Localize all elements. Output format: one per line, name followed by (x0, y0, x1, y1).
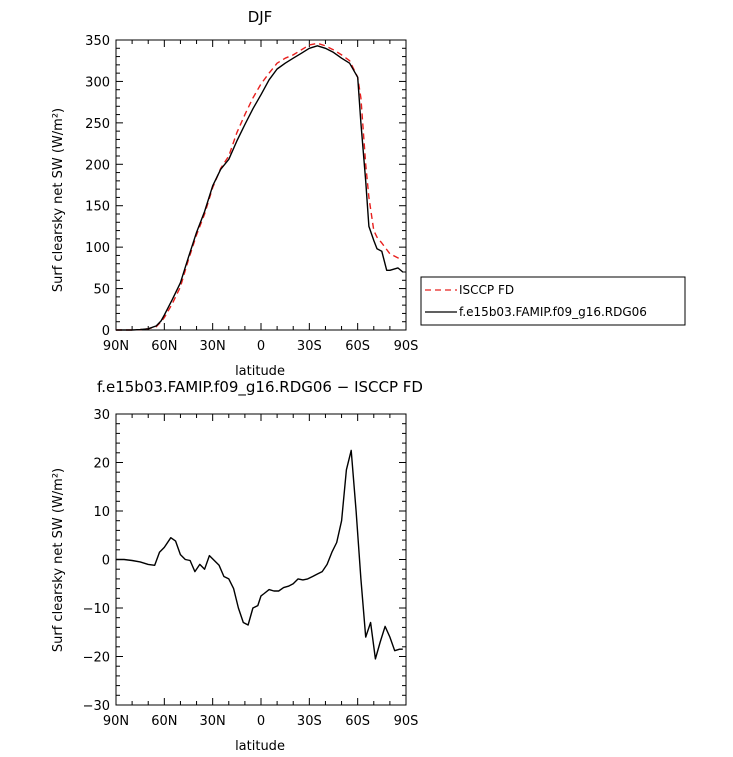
x-tick-label: 90N (103, 339, 129, 354)
legend-frame (420, 276, 686, 326)
top-x-axis-label: latitude (235, 364, 285, 379)
y-tick-label: 10 (93, 505, 110, 520)
top-title: DJF (248, 8, 273, 26)
x-tick-label: 30S (297, 339, 322, 354)
y-tick-label: −20 (83, 651, 110, 666)
top-series (116, 42, 404, 331)
x-tick-label: 30S (297, 714, 322, 729)
y-tick-label: 200 (85, 158, 110, 173)
y-tick-label: 50 (93, 283, 110, 298)
x-tick-label: 90S (394, 714, 419, 729)
y-tick-label: 0 (102, 324, 110, 339)
x-tick-label: 30N (200, 339, 226, 354)
bottom-title: f.e15b03.FAMIP.f09_g16.RDG06 − ISCCP FD (97, 378, 423, 397)
x-tick-label: 90N (103, 714, 129, 729)
x-tick-label: 30N (200, 714, 226, 729)
y-tick-label: 150 (85, 200, 110, 215)
bottom-series (116, 449, 403, 660)
x-tick-label: 60N (151, 339, 177, 354)
y-tick-label: 250 (85, 117, 110, 132)
series-line-isccp-fd (116, 42, 403, 331)
series-line-difference (116, 449, 403, 660)
x-tick-label: 0 (257, 339, 265, 354)
bottom-panel: f.e15b03.FAMIP.f09_g16.RDG06 − ISCCP FD … (51, 378, 423, 754)
top-plot-frame (115, 39, 407, 331)
top-y-axis-label: Surf clearsky net SW (W/m²) (51, 108, 66, 292)
y-tick-label: 0 (102, 554, 110, 569)
legend: ISCCP FD f.e15b03.FAMIP.f09_g16.RDG06 (420, 276, 686, 326)
top-ticks: 90N 60N 30N 0 30S 60S 90S 0 50 100 150 200 250 300 350 (85, 34, 418, 354)
y-tick-label: 100 (85, 241, 110, 256)
x-tick-label: 60N (151, 714, 177, 729)
x-tick-label: 0 (257, 714, 265, 729)
top-panel: DJF 90N 60N 30N 0 30S 60S 90S 0 50 100 150 200 250 30… (51, 8, 418, 379)
bottom-plot-frame (115, 413, 407, 706)
y-tick-label: 30 (93, 408, 110, 423)
y-tick-label: 350 (85, 34, 110, 49)
y-tick-label: −10 (83, 602, 110, 617)
bottom-ticks: 90N 60N 30N 0 30S 60S 90S −30 −20 −10 0 10 20 30 (83, 408, 419, 729)
y-tick-label: 300 (85, 75, 110, 90)
legend-label-isccp: ISCCP FD (459, 283, 514, 297)
legend-label-model: f.e15b03.FAMIP.f09_g16.RDG06 (459, 305, 647, 319)
x-tick-label: 90S (394, 339, 419, 354)
series-line-model (116, 45, 404, 331)
x-tick-label: 60S (345, 339, 370, 354)
x-tick-label: 60S (345, 714, 370, 729)
y-tick-label: 20 (93, 457, 110, 472)
y-tick-label: −30 (83, 699, 110, 714)
bottom-x-axis-label: latitude (235, 739, 285, 754)
bottom-y-axis-label: Surf clearsky net SW (W/m²) (51, 468, 66, 652)
